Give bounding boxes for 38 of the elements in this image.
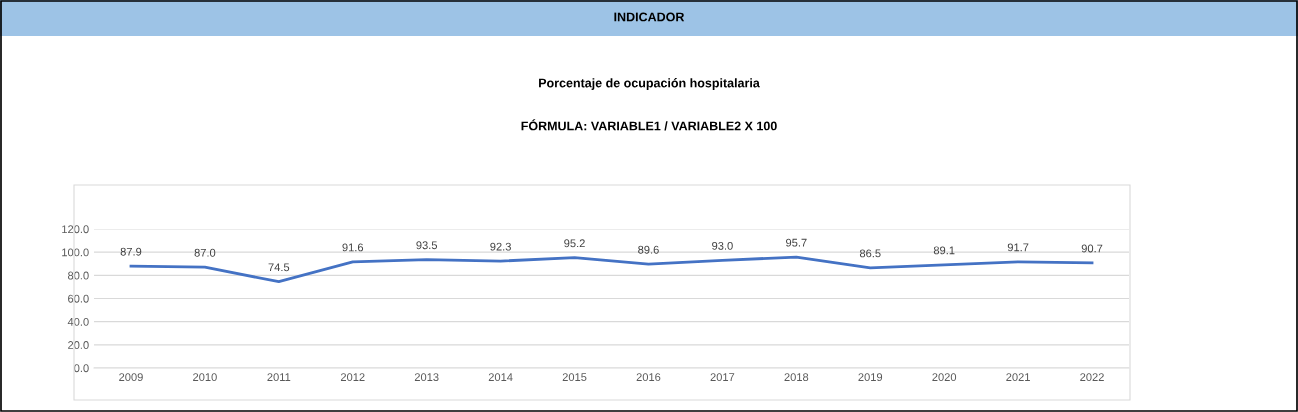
- x-tick-label: 2015: [562, 373, 587, 382]
- x-tick-label: 2011: [267, 373, 291, 382]
- x-tick-label: 2022: [1080, 373, 1104, 382]
- y-tick-label: 40.0: [67, 317, 89, 326]
- data-label: 90.7: [1081, 244, 1103, 253]
- y-tick-label: 100.0: [62, 248, 89, 257]
- data-label: 93.0: [712, 241, 733, 250]
- data-label: 95.7: [786, 238, 807, 247]
- data-label: 89.1: [933, 246, 955, 255]
- x-tick-label: 2014: [488, 373, 513, 382]
- chart-subtitle: Porcentaje de ocupación hospitalaria: [539, 78, 760, 90]
- data-label: 93.5: [416, 241, 438, 250]
- x-tick-label: 2009: [119, 373, 143, 382]
- data-label: 74.5: [268, 263, 290, 272]
- x-tick-label: 2012: [340, 373, 365, 382]
- x-tick-label: 2020: [932, 373, 957, 382]
- y-tick-label: 60.0: [68, 294, 89, 303]
- x-tick-label: 2018: [784, 373, 809, 382]
- data-label: 87.9: [120, 247, 142, 256]
- x-tick-label: 2021: [1006, 373, 1030, 382]
- data-label: 91.7: [1007, 243, 1029, 252]
- y-tick-label: 80.0: [68, 271, 89, 280]
- y-tick-label: 20.0: [68, 341, 89, 349]
- data-label: 95.2: [564, 239, 585, 248]
- data-label: 86.5: [859, 249, 881, 258]
- x-tick-label: 2017: [710, 373, 735, 382]
- x-tick-label: 2019: [858, 373, 883, 382]
- text: FÓRMULA: VARIABLE1 / VARIABLE2 X 100: [521, 119, 777, 131]
- data-label: 92.3: [490, 242, 511, 251]
- data-label: 91.6: [342, 243, 364, 252]
- x-tick-label: 2010: [193, 373, 217, 382]
- data-label: 87.0: [194, 248, 216, 257]
- x-tick-label: 2013: [414, 373, 439, 382]
- data-label: 89.6: [638, 245, 659, 254]
- chart-title: INDICADOR: [614, 12, 685, 22]
- y-tick-label: 120.0: [62, 225, 89, 234]
- y-tick-label: 0.0: [74, 364, 89, 373]
- x-tick-label: 2016: [636, 373, 661, 382]
